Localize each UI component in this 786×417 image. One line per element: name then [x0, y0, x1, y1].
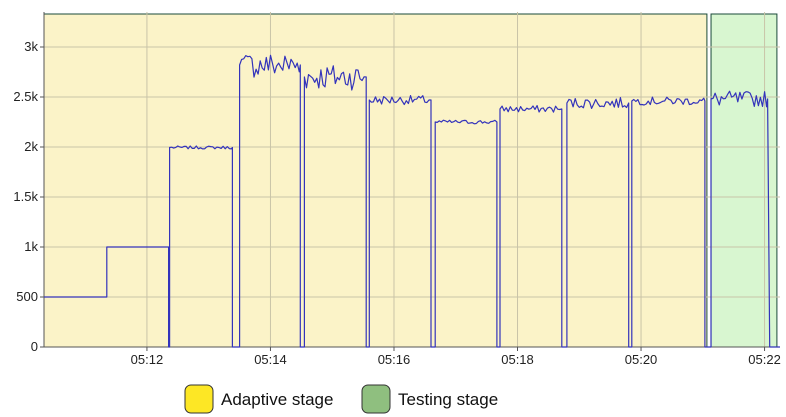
y-tick-label: 500 [16, 289, 38, 304]
y-tick-label: 1k [24, 239, 38, 254]
region-adaptive [43, 13, 708, 348]
x-tick-label: 05:18 [501, 352, 534, 367]
y-tick-label: 3k [24, 39, 38, 54]
axes [40, 12, 780, 351]
legend-swatch-adaptive [184, 384, 214, 414]
x-tick-label: 05:12 [131, 352, 164, 367]
x-tick-label: 05:22 [748, 352, 781, 367]
y-tick-label: 0 [31, 339, 38, 354]
legend-label-testing: Testing stage [398, 390, 498, 409]
series-layer [44, 54, 780, 348]
y-tick-label: 1.5k [13, 189, 38, 204]
x-tick-label: 05:16 [378, 352, 411, 367]
legend-swatch-testing [361, 384, 391, 414]
series-line-0 [44, 54, 780, 348]
x-tick-labels: 05:12 05:14 05:16 05:18 05:20 05:22 [131, 352, 781, 367]
legend: Adaptive stage Testing stage [184, 384, 498, 414]
y-tick-label: 2.5k [13, 89, 38, 104]
y-tick-label: 2k [24, 139, 38, 154]
stage-regions [43, 13, 778, 348]
region-testing [710, 13, 778, 348]
x-tick-label: 05:20 [625, 352, 658, 367]
x-tick-label: 05:14 [254, 352, 287, 367]
legend-label-adaptive: Adaptive stage [221, 390, 333, 409]
y-tick-labels: 0 500 1k 1.5k 2k 2.5k 3k [13, 39, 38, 354]
